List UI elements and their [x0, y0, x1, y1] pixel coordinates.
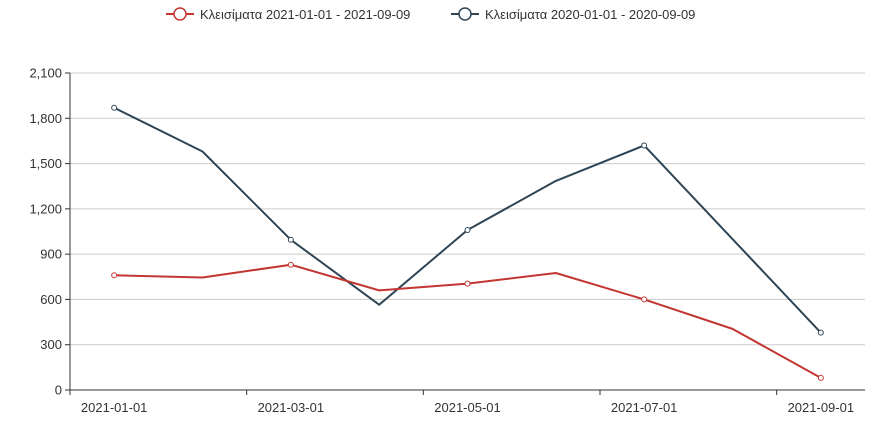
legend: Κλεισίματα 2021-01-01 - 2021-09-09 Κλεισί…: [166, 7, 695, 22]
x-tick-label: 2021-03-01: [258, 400, 325, 415]
legend-marker: [173, 7, 187, 21]
x-axis: 2021-01-01 2021-03-01 2021-05-01 2021-07-01…: [69, 389, 865, 415]
data-point: [641, 142, 648, 149]
x-tick-label: 2021-01-01: [81, 400, 148, 415]
data-point: [464, 280, 471, 287]
data-point: [287, 261, 294, 268]
legend-label: Κλεισίματα 2020-01-01 - 2020-09-09: [485, 7, 695, 22]
data-point: [817, 374, 824, 381]
y-axis: 0 300 600 900 1,200 1,500 1,800 2,100: [29, 66, 71, 398]
x-tick-label: 2021-07-01: [611, 400, 678, 415]
data-point: [111, 272, 118, 279]
y-tick-label: 2,100: [29, 66, 62, 81]
data-point: [641, 296, 648, 303]
y-tick-label: 900: [40, 247, 62, 262]
grid-lines: [70, 72, 865, 346]
y-tick-label: 1,200: [29, 201, 62, 216]
legend-item: Κλεισίματα 2020-01-01 - 2020-09-09: [451, 7, 695, 22]
x-tick-label: 2021-05-01: [434, 400, 501, 415]
y-tick-label: 300: [40, 337, 62, 352]
legend-label: Κλεισίματα 2021-01-01 - 2021-09-09: [200, 7, 410, 22]
data-point: [111, 104, 118, 111]
y-tick-label: 1,500: [29, 156, 62, 171]
series-line: [113, 106, 822, 334]
data-point: [464, 226, 471, 233]
y-tick-label: 600: [40, 292, 62, 307]
y-tick-label: 0: [55, 383, 62, 398]
legend-item: Κλεισίματα 2021-01-01 - 2021-09-09: [166, 7, 410, 22]
x-tick-label: 2021-09-01: [788, 400, 855, 415]
series-group: [111, 104, 824, 381]
data-point: [287, 236, 294, 243]
y-tick-label: 1,800: [29, 111, 62, 126]
data-point: [817, 329, 824, 336]
legend-marker: [458, 7, 472, 21]
